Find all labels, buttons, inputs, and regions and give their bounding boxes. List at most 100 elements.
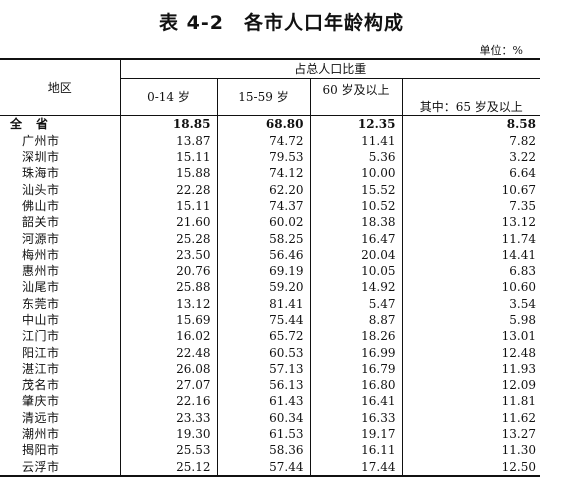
value-0-14: 16.02	[120, 328, 218, 345]
region-cell: 全省	[0, 115, 121, 133]
value-65-plus: 11.30	[501, 443, 537, 458]
value-60-plus: 8.87	[310, 311, 403, 329]
region-cell: 河源市	[0, 230, 121, 247]
value-65-plus: 14.41	[501, 247, 537, 262]
table-body: 全省 18.85 68.80 12.35 8.58 广州市 13.87 74.72 11.41 7…	[0, 115, 541, 477]
value-15-59: 79.53	[217, 148, 311, 166]
region-cell: 广州市	[0, 132, 121, 149]
table-row: 韶关市 21.60 60.02 18.38 13.12	[0, 214, 540, 231]
value-0-14: 15.69	[120, 311, 218, 329]
value-65-plus: 6.64	[509, 166, 537, 181]
value-15-59: 74.37	[217, 197, 311, 215]
table-row: 茂名市 27.07 56.13 16.80 12.09	[0, 377, 540, 394]
value-15-59: 60.53	[217, 344, 311, 361]
table-row: 佛山市 15.11 74.37 10.52 7.35	[0, 197, 540, 215]
value-0-14: 15.88	[120, 165, 218, 182]
value-65-plus: 6.83	[509, 264, 537, 279]
value-60-plus: 15.52	[310, 181, 403, 198]
region-cell: 汕尾市	[0, 279, 121, 296]
region-cell: 茂名市	[0, 377, 121, 394]
value-60-plus: 19.17	[310, 425, 403, 443]
table-row: 深圳市 15.11 79.53 5.36 3.22	[0, 148, 540, 166]
table-row: 江门市 16.02 65.72 18.26 13.01	[0, 328, 540, 345]
table-row: 珠海市 15.88 74.12 10.00 6.64	[0, 165, 540, 182]
value-65-plus: 10.67	[501, 182, 537, 197]
value-60-plus: 5.36	[310, 148, 403, 166]
region-cell: 深圳市	[0, 148, 121, 166]
value-15-59: 81.41	[217, 295, 311, 312]
value-0-14: 13.87	[120, 132, 218, 149]
value-65-plus: 12.50	[402, 458, 541, 477]
table-row: 东莞市 13.12 81.41 5.47 3.54	[0, 295, 540, 312]
value-65-plus: 11.74	[501, 231, 537, 246]
value-0-14: 25.88	[120, 279, 218, 296]
value-60-plus: 18.38	[310, 214, 403, 231]
header-60-plus: 60 岁及以上	[310, 78, 403, 98]
value-65-plus: 11.81	[501, 394, 537, 409]
value-0-14: 13.12	[120, 295, 218, 312]
region-cell: 梅州市	[0, 246, 121, 263]
value-65-plus: 3.54	[509, 296, 537, 311]
value-0-14: 23.50	[120, 246, 218, 263]
value-60-plus: 16.80	[310, 377, 403, 394]
header-region: 地区	[0, 58, 121, 117]
region-cell: 佛山市	[0, 197, 121, 215]
value-65-plus: 5.98	[509, 313, 537, 327]
region-cell: 肇庆市	[0, 393, 121, 410]
table-row: 中山市 15.69 75.44 8.87 5.98	[0, 311, 540, 329]
value-65-plus: 7.35	[509, 198, 537, 213]
value-60-plus: 16.41	[310, 393, 403, 410]
value-65-plus: 13.12	[501, 215, 537, 230]
page-title: 表 4-2 各市人口年龄构成	[159, 12, 404, 34]
value-60-plus: 16.99	[310, 344, 403, 361]
unit-label: 单位：%	[479, 44, 523, 57]
table-row: 揭阳市 25.53 58.36 16.11 11.30	[0, 442, 540, 459]
value-60-plus: 10.00	[310, 165, 403, 182]
value-15-59: 59.20	[217, 279, 311, 296]
value-15-59: 60.34	[217, 409, 311, 426]
region-cell: 湛江市	[0, 360, 121, 378]
value-65-plus: 11.93	[501, 361, 537, 376]
table-row: 广州市 13.87 74.72 11.41 7.82	[0, 132, 540, 149]
value-15-59: 57.13	[217, 360, 311, 378]
value-60-plus: 10.52	[310, 197, 403, 215]
region-cell: 韶关市	[0, 214, 121, 231]
value-15-59: 62.20	[217, 181, 311, 198]
value-0-14: 26.08	[120, 360, 218, 378]
value-0-14: 15.11	[120, 197, 218, 215]
value-0-14: 23.33	[120, 409, 218, 426]
value-0-14: 22.16	[120, 393, 218, 410]
value-65-plus: 11.62	[501, 410, 537, 425]
age-structure-table: 地区 占总人口比重 0-14 岁 15-59 岁 60 岁及以上 其中：65 岁…	[0, 58, 541, 477]
value-0-14: 25.12	[120, 458, 218, 477]
value-15-59: 60.02	[217, 214, 311, 231]
value-60-plus: 10.05	[310, 262, 403, 280]
table-row: 云浮市 25.12 57.44 17.44 12.50	[0, 458, 541, 477]
table-row: 河源市 25.28 58.25 16.47 11.74	[0, 230, 540, 247]
value-60-plus: 11.41	[310, 132, 403, 149]
region-cell: 东莞市	[0, 295, 121, 312]
value-15-59: 56.13	[217, 377, 311, 394]
value-65-plus: 13.27	[501, 427, 537, 442]
table-row: 肇庆市 22.16 61.43 16.41 11.81	[0, 393, 540, 410]
value-15-59: 69.19	[217, 262, 311, 280]
value-65-plus: 3.22	[509, 150, 537, 165]
table-row: 惠州市 20.76 69.19 10.05 6.83	[0, 262, 540, 280]
region-cell: 中山市	[0, 311, 121, 329]
region-cell: 潮州市	[0, 425, 121, 443]
value-60-plus: 16.47	[310, 230, 403, 247]
header-group: 占总人口比重	[120, 58, 541, 79]
value-60-plus: 17.44	[310, 458, 403, 477]
table-row: 湛江市 26.08 57.13 16.79 11.93	[0, 360, 540, 378]
header-60-plus-lower	[310, 98, 403, 117]
header-65-spacer	[402, 79, 540, 99]
table-row: 阳江市 22.48 60.53 16.99 12.48	[0, 344, 540, 361]
value-65-plus: 12.09	[501, 378, 537, 393]
header-65-plus: 其中：65 岁及以上	[401, 98, 541, 117]
header-0-14: 0-14 岁	[120, 78, 218, 117]
region-cell: 珠海市	[0, 165, 121, 182]
table-row: 清远市 23.33 60.34 16.33 11.62	[0, 409, 540, 426]
region-cell: 清远市	[0, 409, 121, 426]
value-60-plus: 5.47	[310, 295, 403, 312]
value-15-59: 57.44	[217, 458, 311, 477]
